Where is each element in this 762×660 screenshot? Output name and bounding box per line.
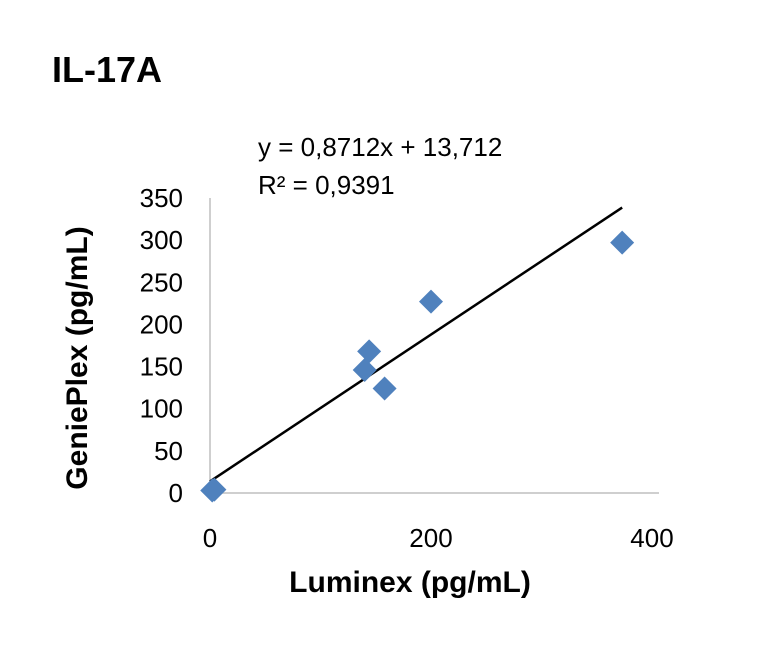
y-tick-labels: 0 50 100 150 200 250 300 350 [140,183,183,508]
y-axis-title: GeniePlex (pg/mL) [61,226,94,489]
y-tick-label: 300 [140,225,183,255]
data-point [372,376,397,401]
data-point [202,477,227,502]
trendline-line [209,206,623,483]
data-point [352,357,377,382]
y-tick-label: 200 [140,309,183,339]
x-tick-label: 200 [409,523,452,553]
y-tick-label: 350 [140,183,183,213]
data-point [610,230,635,255]
y-tick-label: 0 [169,478,183,508]
data-point [419,289,443,314]
plot-area: 0 50 100 150 200 250 300 350 0 200 400 [140,183,674,553]
data-points [200,230,635,503]
y-tick-label: 250 [140,267,183,297]
trendline-equation: y = 0,8712x + 13,712 [258,132,502,162]
chart-title: IL-17A [52,49,162,90]
trendline [209,206,623,483]
y-tick-label: 150 [140,352,183,382]
data-point [357,339,382,364]
x-axis-title: Luminex (pg/mL) [289,566,531,599]
x-tick-label: 0 [203,523,217,553]
y-tick-label: 50 [154,436,183,466]
x-tick-labels: 0 200 400 [203,523,674,553]
trendline-r2: R² = 0,9391 [258,170,395,200]
x-tick-label: 400 [630,523,673,553]
y-tick-label: 100 [140,394,183,424]
